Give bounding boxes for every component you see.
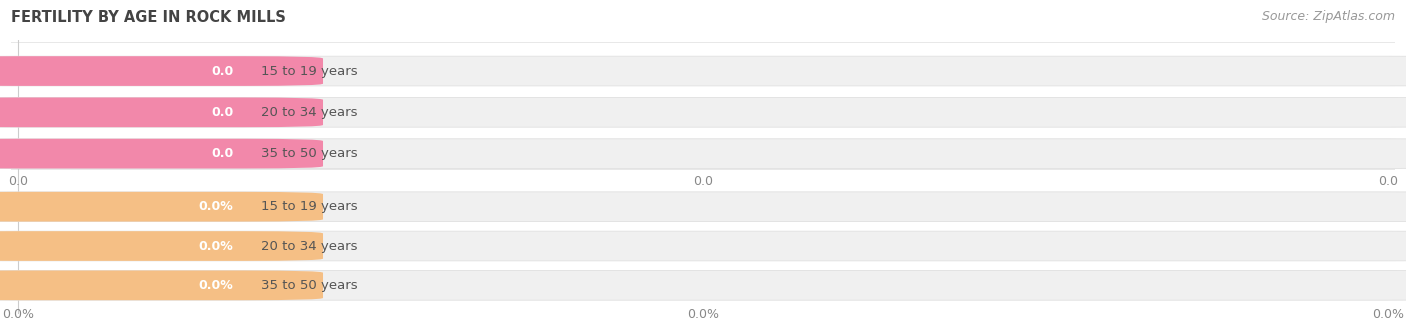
FancyBboxPatch shape (0, 97, 323, 127)
Text: 35 to 50 years: 35 to 50 years (260, 279, 357, 292)
Text: 0.0%: 0.0% (198, 200, 233, 213)
Text: 0.0: 0.0 (693, 175, 713, 188)
Text: Source: ZipAtlas.com: Source: ZipAtlas.com (1261, 10, 1395, 23)
Text: 0.0%: 0.0% (1372, 308, 1405, 321)
FancyBboxPatch shape (0, 231, 323, 261)
FancyBboxPatch shape (0, 56, 1406, 86)
Text: 0.0: 0.0 (1378, 175, 1398, 188)
Text: 20 to 34 years: 20 to 34 years (260, 240, 357, 252)
FancyBboxPatch shape (0, 139, 1406, 169)
Text: FERTILITY BY AGE IN ROCK MILLS: FERTILITY BY AGE IN ROCK MILLS (11, 10, 287, 25)
Text: 0.0%: 0.0% (688, 308, 718, 321)
Text: 0.0: 0.0 (211, 106, 233, 119)
Text: 20 to 34 years: 20 to 34 years (260, 106, 357, 119)
FancyBboxPatch shape (0, 97, 1406, 127)
Text: 0.0%: 0.0% (198, 279, 233, 292)
Text: 15 to 19 years: 15 to 19 years (260, 65, 357, 78)
Text: 0.0: 0.0 (211, 147, 233, 160)
Text: 15 to 19 years: 15 to 19 years (260, 200, 357, 213)
FancyBboxPatch shape (0, 271, 323, 300)
Text: 0.0%: 0.0% (198, 240, 233, 252)
FancyBboxPatch shape (0, 56, 323, 86)
Text: 0.0: 0.0 (211, 65, 233, 78)
FancyBboxPatch shape (0, 192, 1406, 221)
Text: 0.0: 0.0 (8, 175, 28, 188)
FancyBboxPatch shape (0, 271, 1406, 300)
Text: 0.0%: 0.0% (1, 308, 34, 321)
FancyBboxPatch shape (0, 231, 1406, 261)
FancyBboxPatch shape (0, 192, 323, 221)
FancyBboxPatch shape (0, 139, 323, 169)
Text: 35 to 50 years: 35 to 50 years (260, 147, 357, 160)
